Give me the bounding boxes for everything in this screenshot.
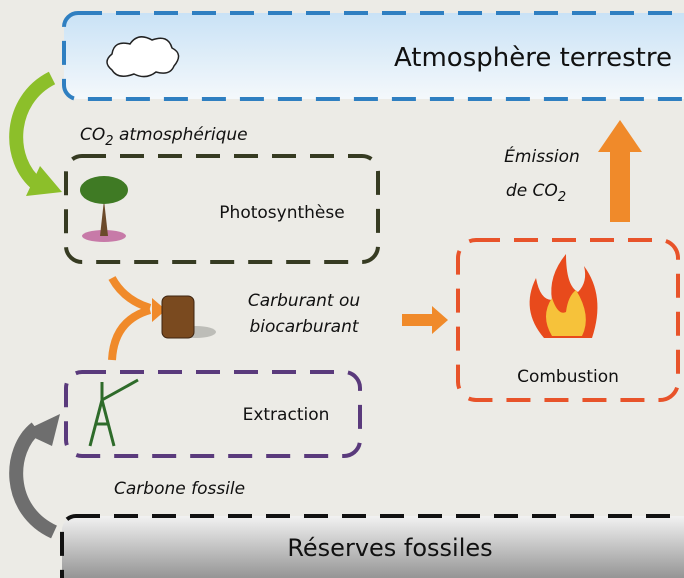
fossil-carbon-label: Carbone fossile bbox=[114, 479, 245, 499]
atmosphere-label: Atmosphère terrestre bbox=[394, 43, 672, 73]
node-label: Combustion bbox=[517, 367, 619, 387]
tree-crown bbox=[80, 176, 128, 204]
node-label: Extraction bbox=[243, 405, 330, 425]
diagram: Atmosphère terrestre CO2 atmosphérique P… bbox=[0, 0, 684, 578]
fuel-label-2: biocarburant bbox=[249, 317, 359, 337]
emission-label-1: Émission bbox=[504, 145, 580, 167]
reserves-label: Réserves fossiles bbox=[287, 534, 492, 562]
fuel-label-1: Carburant ou bbox=[248, 291, 360, 311]
barrel-icon bbox=[162, 296, 194, 338]
node-label: Photosynthèse bbox=[219, 203, 344, 223]
arrow-emission bbox=[610, 150, 630, 222]
